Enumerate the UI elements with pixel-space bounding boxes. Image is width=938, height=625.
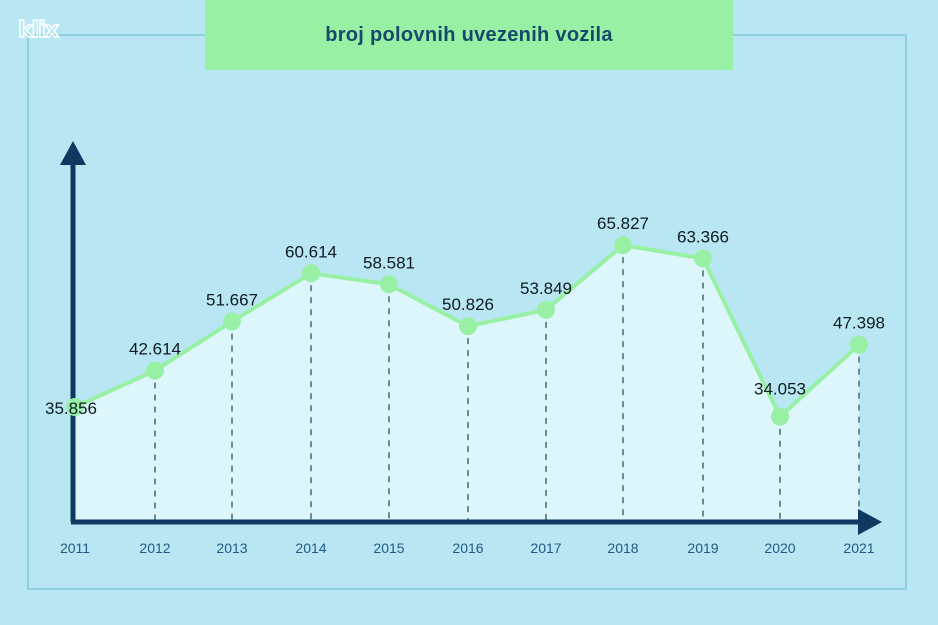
area-fill (75, 245, 859, 520)
value-label-2020: 34.053 (754, 380, 806, 399)
x-tick-label-2015: 2015 (373, 540, 404, 556)
x-tick-label-2016: 2016 (452, 540, 483, 556)
data-point-2011 (66, 398, 84, 416)
data-point-2021 (850, 335, 868, 354)
x-tick-label-2014: 2014 (295, 540, 326, 556)
x-tick-label-2017: 2017 (530, 540, 561, 556)
x-axis-arrow (858, 509, 882, 535)
value-label-2011: 35.856 (45, 399, 97, 418)
y-axis-arrow (60, 141, 86, 165)
data-point-2014 (302, 264, 320, 283)
value-label-2016: 50.826 (442, 295, 494, 314)
data-point-2020 (771, 407, 789, 426)
data-point-2015 (380, 275, 398, 294)
data-point-2012 (146, 361, 164, 380)
value-label-2018: 65.827 (597, 214, 649, 233)
data-point-2016 (459, 317, 477, 336)
chart-title: broj polovnih uvezenih vozila (325, 23, 613, 46)
klix-logo: klix (17, 17, 60, 44)
x-tick-label-2013: 2013 (216, 540, 247, 556)
value-label-2019: 63.366 (677, 227, 729, 246)
value-label-2014: 60.614 (285, 242, 337, 261)
x-tick-label-2019: 2019 (687, 540, 718, 556)
x-tick-label-2020: 2020 (764, 540, 795, 556)
data-point-2017 (537, 300, 555, 319)
data-point-2013 (223, 312, 241, 331)
title-banner: broj polovnih uvezenih vozila (205, 0, 733, 70)
value-label-2021: 47.398 (833, 314, 885, 333)
value-label-2012: 42.614 (129, 340, 181, 359)
x-tick-label-2021: 2021 (843, 540, 874, 556)
x-tick-label-2012: 2012 (139, 540, 170, 556)
value-label-2013: 51.667 (206, 291, 258, 310)
data-point-2019 (694, 249, 712, 268)
data-point-2018 (614, 236, 632, 255)
value-label-2017: 53.849 (520, 279, 572, 298)
x-tick-label-2018: 2018 (607, 540, 638, 556)
x-tick-label-2011: 2011 (60, 540, 90, 556)
value-label-2015: 58.581 (363, 253, 415, 272)
